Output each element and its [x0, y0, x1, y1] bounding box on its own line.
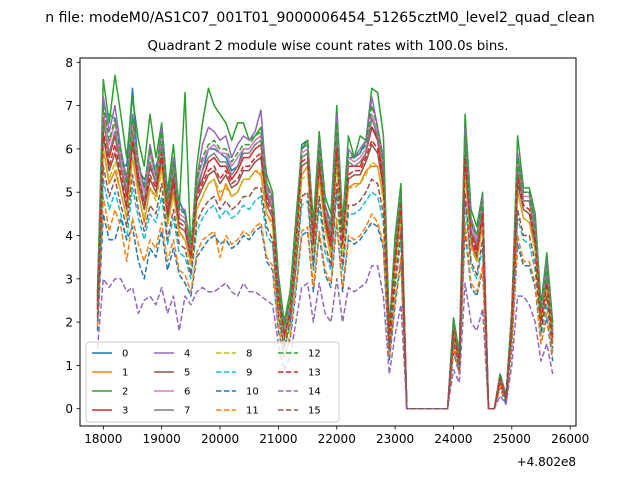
series-line-9 [96, 178, 554, 410]
legend-label-5: 5 [184, 368, 190, 379]
y-tick-label: 7 [65, 99, 73, 113]
y-tick-label: 6 [65, 142, 73, 156]
series-line-13 [96, 130, 554, 410]
legend-label-3: 3 [122, 406, 128, 417]
x-tick-label: 26000 [551, 432, 589, 446]
legend-label-9: 9 [246, 368, 252, 379]
axes-frame [79, 57, 577, 427]
figure-suptitle: n file: modeM0/AS1C07_001T01_9000006454_… [45, 10, 594, 26]
y-tick-label: 8 [65, 56, 73, 70]
y-tick-label: 0 [65, 402, 73, 416]
series-layer [96, 74, 554, 410]
legend-label-4: 4 [184, 349, 190, 360]
x-axis: 18000 19000 20000 21000 22000 23000 24000 25000… [84, 426, 589, 446]
y-tick-label: 1 [65, 359, 73, 373]
y-tick-label: 4 [65, 229, 73, 243]
x-tick-label: 18000 [84, 432, 122, 446]
chart-title: Quadrant 2 module wise count rates with … [148, 39, 509, 54]
legend-label-7: 7 [184, 406, 190, 417]
series-line-2 [96, 74, 554, 410]
series-line-14 [96, 265, 554, 410]
x-tick-label: 20000 [201, 432, 239, 446]
y-tick-label: 3 [65, 272, 73, 286]
legend-label-1: 1 [122, 368, 128, 379]
series-line-8 [96, 148, 554, 410]
x-tick-label: 21000 [259, 432, 297, 446]
legend-label-6: 6 [184, 387, 190, 398]
series-line-10 [96, 213, 554, 410]
legend-label-2: 2 [122, 387, 128, 398]
series-line-15 [96, 165, 554, 410]
x-tick-label: 19000 [143, 432, 181, 446]
legend-label-0: 0 [122, 349, 128, 360]
legend-label-11: 11 [246, 406, 259, 417]
legend-box [85, 341, 340, 423]
legend-label-10: 10 [246, 387, 259, 398]
legend-label-13: 13 [308, 368, 321, 379]
x-axis-offset-label: +4.802e8 [517, 455, 576, 469]
legend-label-15: 15 [308, 406, 321, 417]
y-axis: 0 1 2 3 4 5 6 7 8 [65, 56, 80, 416]
legend-label-14: 14 [308, 387, 321, 398]
x-tick-label: 22000 [318, 432, 356, 446]
series-line-12 [96, 104, 554, 410]
x-tick-label: 23000 [376, 432, 414, 446]
x-tick-label: 24000 [434, 432, 472, 446]
x-tick-label: 25000 [493, 432, 531, 446]
series-line-11 [96, 195, 554, 410]
y-tick-label: 5 [65, 186, 73, 200]
y-tick-label: 2 [65, 316, 73, 330]
legend-label-12: 12 [308, 349, 321, 360]
legend-label-8: 8 [246, 349, 252, 360]
